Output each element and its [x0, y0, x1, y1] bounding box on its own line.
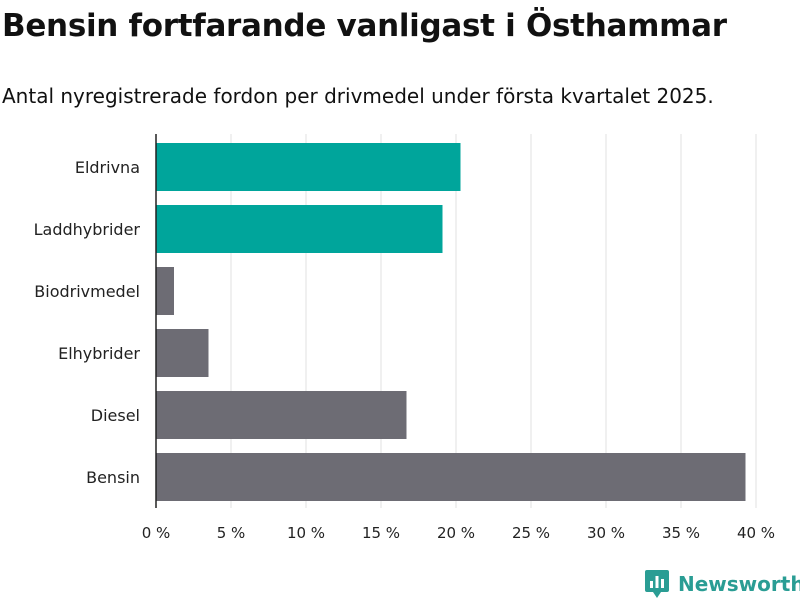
category-label: Bensin: [86, 468, 140, 487]
category-label: Elhybrider: [58, 344, 140, 363]
bar-chart-icon: [645, 570, 669, 598]
bar: [156, 453, 746, 501]
bar: [156, 329, 209, 377]
x-tick-label: 35 %: [662, 524, 700, 542]
x-tick-label: 0 %: [142, 524, 171, 542]
bar: [156, 267, 174, 315]
chart-title: Bensin fortfarande vanligast i Östhammar: [2, 8, 727, 44]
chart-subtitle: Antal nyregistrerade fordon per drivmede…: [2, 84, 714, 108]
bar: [156, 143, 461, 191]
category-label: Laddhybrider: [34, 220, 141, 239]
category-label: Diesel: [91, 406, 140, 425]
x-tick-label: 5 %: [217, 524, 246, 542]
x-tick-label: 20 %: [437, 524, 475, 542]
x-tick-label: 30 %: [587, 524, 625, 542]
bar-chart: 0 % 5 % 10 % 15 % 20 % 25 % 30 % 35 % 40 % Eldri…: [34, 134, 775, 542]
bar: [156, 205, 443, 253]
category-label: Eldrivna: [75, 158, 140, 177]
brand-name: Newsworthy: [678, 572, 800, 596]
grid-lines: [230, 134, 757, 508]
x-tick-label: 25 %: [512, 524, 550, 542]
x-axis: 0 % 5 % 10 % 15 % 20 % 25 % 30 % 35 % 40 %: [142, 134, 775, 542]
x-tick-label: 40 %: [737, 524, 775, 542]
category-label: Biodrivmedel: [34, 282, 140, 301]
bars: [156, 143, 746, 501]
x-tick-label: 15 %: [362, 524, 400, 542]
category-labels: Eldrivna Laddhybrider Biodrivmedel Elhybrid…: [34, 158, 141, 487]
brand-logo: Newsworthy: [644, 569, 800, 599]
bar: [156, 391, 407, 439]
x-tick-label: 10 %: [287, 524, 325, 542]
